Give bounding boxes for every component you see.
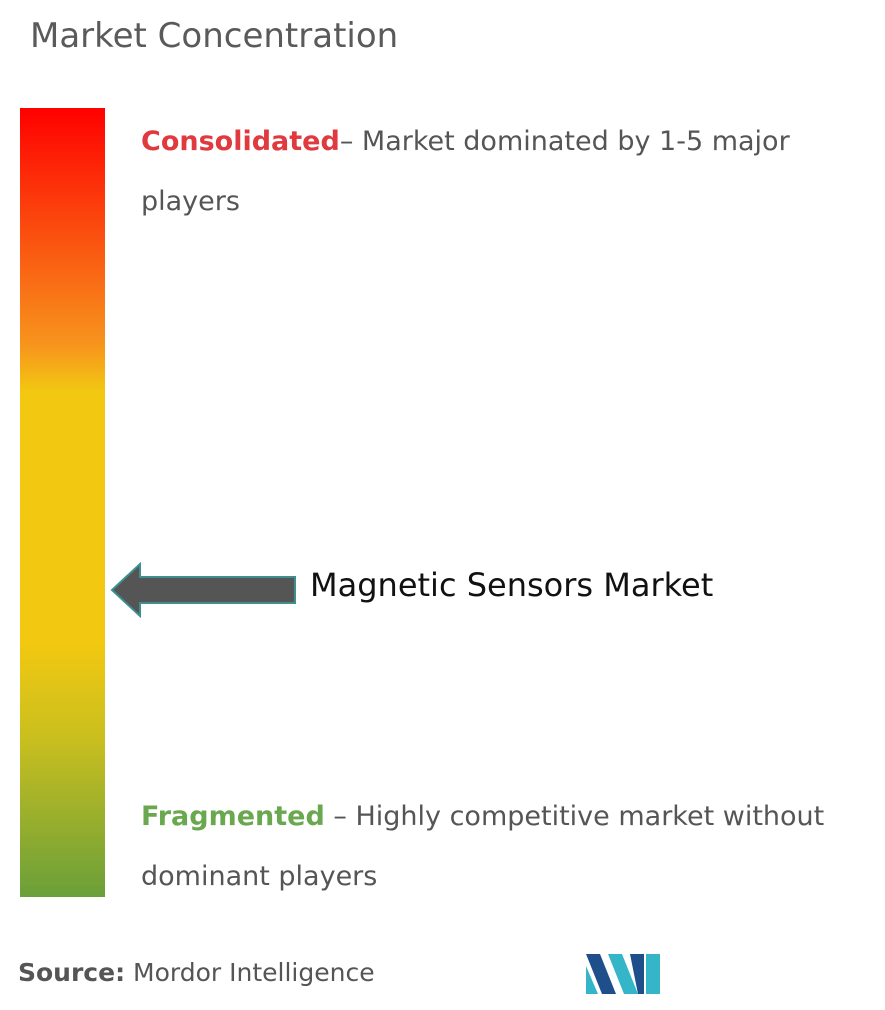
consolidated-note: Consolidated– Market dominated by 1-5 ma… xyxy=(141,112,861,232)
source-label: Source: xyxy=(18,958,126,987)
marker-arrow xyxy=(110,561,296,619)
fragmented-note: Fragmented – Highly competitive market w… xyxy=(141,787,861,907)
concentration-scale xyxy=(20,108,105,897)
consolidated-description: – Market dominated by 1-5 major players xyxy=(141,126,790,217)
logo xyxy=(586,954,660,994)
source: Source: Mordor Intelligence xyxy=(18,958,375,987)
consolidated-label: Consolidated xyxy=(141,126,340,157)
marker-label: Magnetic Sensors Market xyxy=(310,566,714,604)
fragmented-description: – Highly competitive market without domi… xyxy=(141,801,825,892)
source-text: Mordor Intelligence xyxy=(133,958,375,987)
fragmented-label: Fragmented xyxy=(141,801,325,832)
title: Market Concentration xyxy=(30,16,399,56)
